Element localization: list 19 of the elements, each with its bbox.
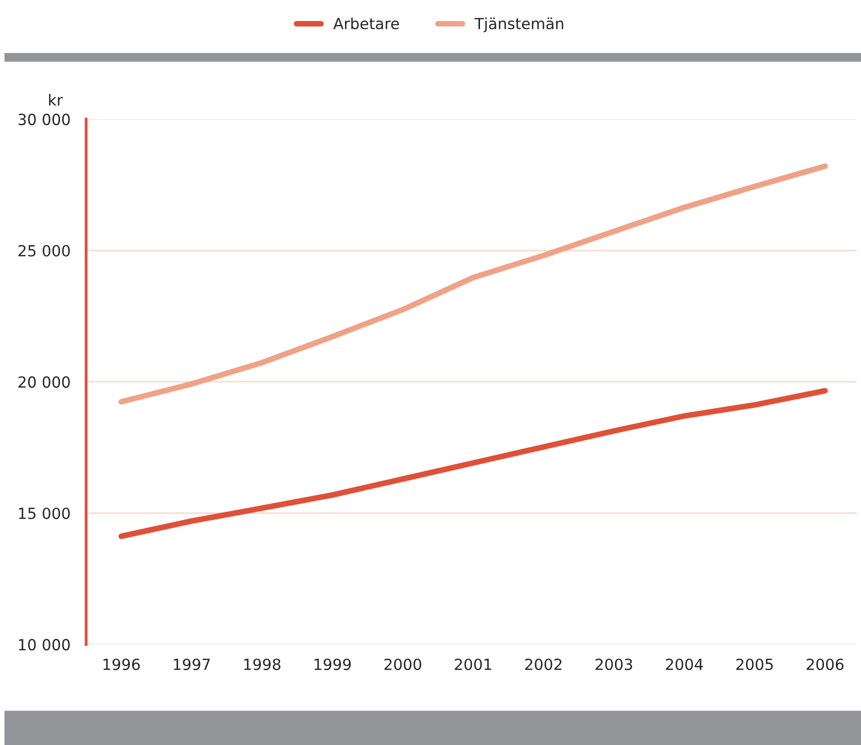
y-tick-label: 25 000 <box>18 244 70 257</box>
y-tick-label: 20 000 <box>18 376 70 388</box>
x-tick-label: 2002 <box>525 658 562 670</box>
x-tick-label: 2001 <box>454 658 492 670</box>
x-tick-label: 2004 <box>666 658 703 670</box>
y-tick-label: 10 000 <box>19 638 70 650</box>
x-tick-label: 2006 <box>806 658 844 670</box>
x-tick-label: 1998 <box>244 658 280 670</box>
x-tick-label: 1996 <box>104 658 140 670</box>
x-tick-label: 2005 <box>736 658 773 670</box>
legend-label: Tjänstemän <box>474 17 564 32</box>
y-tick-label: 30 000 <box>18 114 70 126</box>
x-tick-label: 1999 <box>314 658 351 670</box>
x-tick-label: 2003 <box>596 658 632 670</box>
x-tick-label: 2000 <box>384 658 422 670</box>
y-tick-label: 15 000 <box>19 508 70 520</box>
y-axis-title: kr <box>49 94 63 106</box>
legend-label: Arbetare <box>333 17 399 30</box>
x-tick-label: 1997 <box>174 658 210 670</box>
